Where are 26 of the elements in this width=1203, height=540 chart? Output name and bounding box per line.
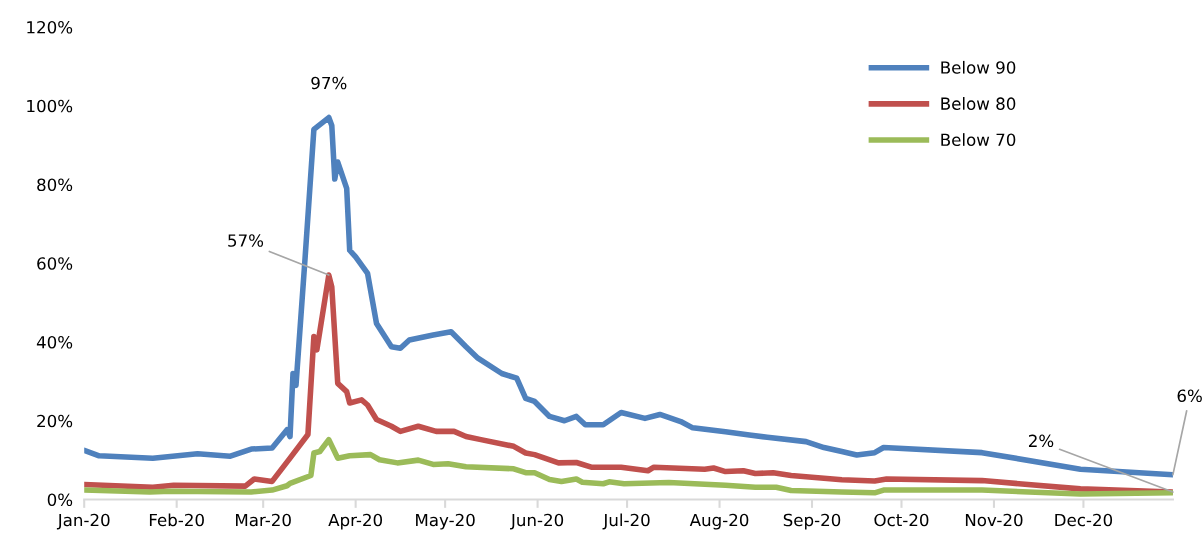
y-tick-label: 20% — [37, 414, 73, 428]
x-tick-label: May-20 — [416, 513, 475, 530]
x-tick-label: Nov-20 — [965, 513, 1023, 527]
legend-label: Below 70 — [941, 133, 1016, 147]
y-tick-label: 120% — [27, 20, 73, 34]
x-tick-label: Dec-20 — [1055, 513, 1113, 527]
x-tick-label: Jul-20 — [602, 513, 650, 530]
x-tick-label: Jan-20 — [56, 513, 110, 530]
annotation: 6% — [1177, 389, 1202, 403]
y-tick-label: 100% — [27, 99, 73, 113]
x-tick-label: Jun-20 — [510, 513, 564, 530]
legend-label: Below 90 — [941, 60, 1016, 74]
y-tick-label: 80% — [37, 178, 73, 192]
annotation: 97% — [311, 76, 347, 90]
x-tick-label: Sep-20 — [783, 513, 841, 530]
y-tick-label: 40% — [36, 335, 73, 349]
annotation: 57% — [228, 234, 264, 247]
x-tick-label: Apr-20 — [328, 513, 383, 530]
x-tick-label: Oct-20 — [874, 513, 929, 527]
x-tick-label: Feb-20 — [149, 513, 204, 527]
y-tick-label: 60% — [37, 257, 73, 270]
y-tick-label: 0% — [47, 493, 73, 507]
legend-label: Below 80 — [941, 97, 1016, 110]
x-tick-label: Aug-20 — [689, 513, 749, 530]
x-tick-label: Mar-20 — [236, 513, 291, 527]
annotation: 2% — [1028, 434, 1054, 448]
